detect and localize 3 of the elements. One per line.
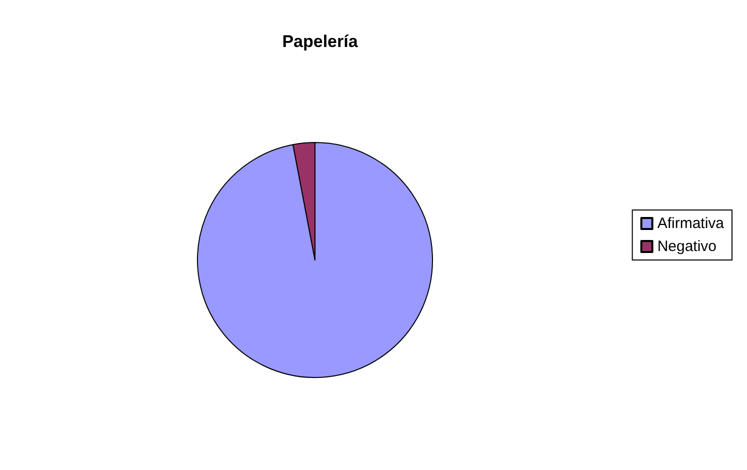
chart-title: Papelería — [282, 32, 358, 51]
legend-label: Afirmativa — [657, 215, 725, 232]
legend-label: Negativo — [657, 238, 717, 255]
